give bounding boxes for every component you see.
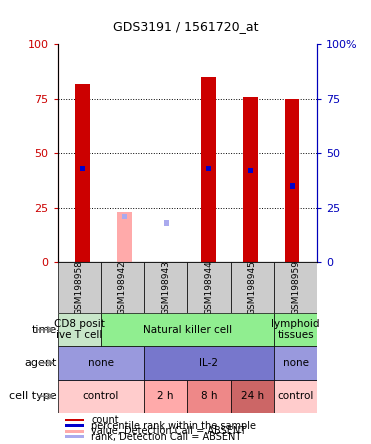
Text: value, Detection Call = ABSENT: value, Detection Call = ABSENT [91, 426, 246, 436]
Bar [58, 346, 144, 380]
Text: GSM198942: GSM198942 [118, 260, 127, 315]
Text: none: none [88, 358, 114, 368]
Bar [289, 183, 295, 189]
Bar [144, 346, 274, 380]
Text: IL-2: IL-2 [200, 358, 219, 368]
Bar [187, 380, 231, 413]
Text: agent: agent [24, 358, 57, 368]
Text: count: count [91, 415, 119, 425]
Text: percentile rank within the sample: percentile rank within the sample [91, 420, 256, 431]
Bar [206, 166, 211, 171]
Bar [58, 313, 101, 346]
Bar [122, 214, 127, 219]
Bar [101, 313, 274, 346]
Text: time: time [32, 325, 57, 335]
Text: 8 h: 8 h [201, 391, 217, 401]
Text: GSM198959: GSM198959 [291, 260, 300, 315]
Bar [231, 262, 274, 313]
Bar [243, 97, 257, 262]
Bar [187, 262, 231, 313]
Text: none: none [283, 358, 309, 368]
Text: GSM198945: GSM198945 [248, 260, 257, 315]
Bar [65, 419, 84, 421]
Bar [101, 262, 144, 313]
Text: control: control [83, 391, 119, 401]
Bar [274, 380, 317, 413]
Text: GSM198944: GSM198944 [204, 260, 213, 315]
Text: CD8 posit
ive T cell: CD8 posit ive T cell [54, 319, 105, 341]
Bar [75, 83, 90, 262]
Text: GDS3191 / 1561720_at: GDS3191 / 1561720_at [113, 20, 258, 33]
Text: cell type: cell type [9, 391, 57, 401]
Bar [65, 436, 84, 438]
Bar [65, 424, 84, 427]
Text: lymphoid
tissues: lymphoid tissues [271, 319, 320, 341]
Bar [248, 168, 253, 173]
Bar [231, 380, 274, 413]
Text: rank, Detection Call = ABSENT: rank, Detection Call = ABSENT [91, 432, 242, 442]
Bar [58, 380, 144, 413]
Bar [201, 77, 216, 262]
Bar [80, 166, 85, 171]
Text: GSM198958: GSM198958 [75, 260, 83, 315]
Text: 24 h: 24 h [241, 391, 264, 401]
Text: control: control [278, 391, 314, 401]
Text: 2 h: 2 h [157, 391, 174, 401]
Bar [65, 430, 84, 432]
Bar [274, 262, 317, 313]
Bar [164, 220, 169, 226]
Bar [274, 346, 317, 380]
Bar [144, 380, 187, 413]
Text: GSM198943: GSM198943 [161, 260, 170, 315]
Text: Natural killer cell: Natural killer cell [143, 325, 232, 335]
Bar [285, 99, 299, 262]
Bar [144, 262, 187, 313]
Bar [117, 212, 132, 262]
Bar [274, 313, 317, 346]
Bar [58, 262, 101, 313]
